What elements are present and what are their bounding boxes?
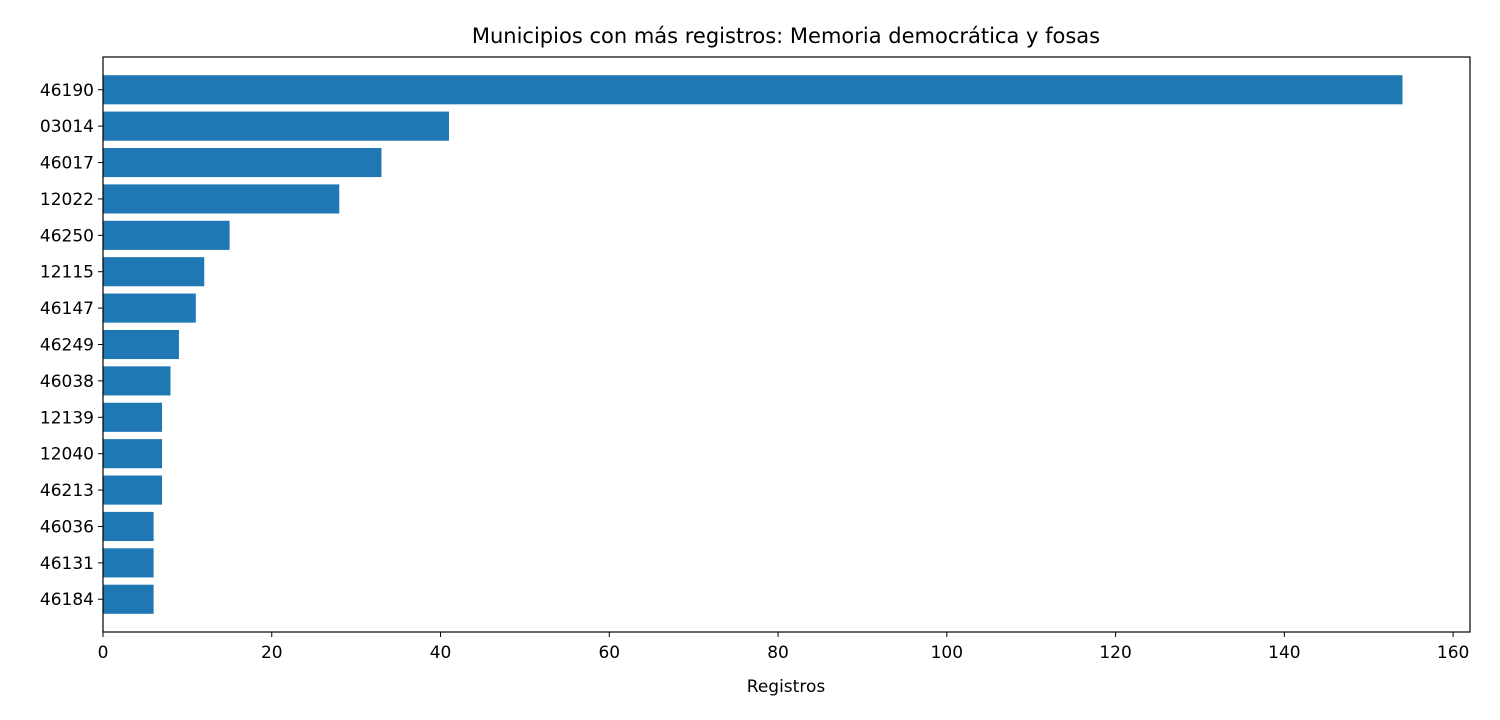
y-tick-label: 12139 — [40, 408, 94, 428]
y-tick-label: 46190 — [40, 81, 94, 101]
y-axis-ticks: 46190 03014 46017 12022 46250 12115 46147 46249… — [40, 81, 103, 610]
y-tick-label: 46131 — [40, 554, 94, 574]
x-tick-label: 0 — [98, 643, 109, 663]
bar-46249 — [103, 329, 179, 360]
bar-46213 — [103, 475, 163, 505]
bar-46131 — [103, 548, 154, 578]
y-tick-label: 46250 — [40, 226, 94, 246]
y-tick-label: 46249 — [40, 336, 94, 356]
y-tick-label: 46213 — [40, 481, 94, 501]
y-tick-label: 46147 — [40, 299, 94, 319]
y-tick-label: 03014 — [40, 117, 94, 137]
bar-46250 — [103, 220, 230, 250]
bar-46147 — [103, 293, 196, 323]
bar-46038 — [103, 366, 171, 396]
x-tick-label: 160 — [1437, 643, 1469, 663]
x-tick-label: 120 — [1099, 643, 1131, 663]
chart-title: Municipios con más registros: Memoria de… — [472, 24, 1100, 48]
x-tick-label: 140 — [1268, 643, 1300, 663]
bar-12022 — [103, 184, 340, 214]
y-tick-label: 12022 — [40, 190, 94, 210]
bar-12040 — [103, 439, 163, 469]
x-axis-ticks: 0 20 40 60 80 100 120 140 160 — [98, 632, 1469, 663]
bar-46190 — [103, 75, 1403, 105]
y-tick-label: 46017 — [40, 154, 94, 174]
y-tick-label: 46036 — [40, 517, 94, 537]
x-tick-label: 40 — [430, 643, 452, 663]
x-tick-label: 80 — [767, 643, 789, 663]
x-tick-label: 100 — [931, 643, 963, 663]
bar-46017 — [103, 147, 382, 178]
x-tick-label: 20 — [261, 643, 283, 663]
y-tick-label: 46038 — [40, 372, 94, 392]
bar-12115 — [103, 257, 205, 287]
bar-46036 — [103, 511, 154, 542]
y-tick-label: 46184 — [40, 590, 94, 610]
bars-group — [103, 75, 1403, 614]
plot-frame — [102, 56, 1471, 633]
y-tick-label: 12115 — [40, 263, 94, 283]
bar-12139 — [103, 402, 163, 432]
x-tick-label: 60 — [598, 643, 620, 663]
y-tick-label: 12040 — [40, 445, 94, 465]
bar-03014 — [103, 111, 449, 141]
x-axis-label: Registros — [747, 677, 826, 697]
bar-46184 — [103, 584, 154, 614]
